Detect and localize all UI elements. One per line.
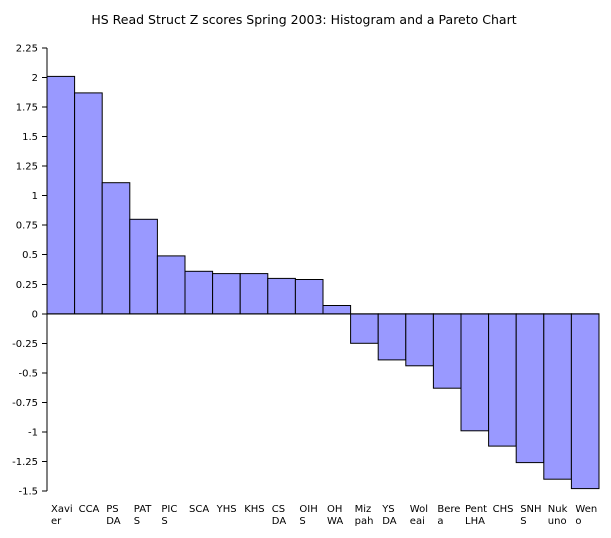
x-category-label: SNH xyxy=(520,504,541,515)
x-category-label: Pent xyxy=(465,504,487,515)
bar-6 xyxy=(212,273,241,315)
x-category-label: DA xyxy=(272,516,287,527)
bar-12 xyxy=(377,313,407,361)
x-category-label: Nuk xyxy=(548,504,568,515)
x-category-label: pah xyxy=(355,516,374,527)
y-tick-label: 1.5 xyxy=(22,132,38,143)
x-category-label: DA xyxy=(382,516,397,527)
x-category-label: Bere xyxy=(437,504,460,515)
bar-2 xyxy=(101,182,131,315)
y-tick-label: -1.25 xyxy=(12,457,38,468)
bar-5 xyxy=(184,270,214,315)
x-category-label: OIH xyxy=(299,504,317,515)
x-category-label: S xyxy=(161,516,167,527)
y-tick-label: 2 xyxy=(32,73,38,84)
x-category-label: CHS xyxy=(493,504,514,515)
bar-19 xyxy=(570,313,600,490)
bars-group xyxy=(46,75,600,490)
bar-14 xyxy=(432,313,462,389)
x-category-label: S xyxy=(134,516,140,527)
y-tick-label: 0.25 xyxy=(16,280,38,291)
x-category-label: LHA xyxy=(465,516,485,527)
x-category-label: CCA xyxy=(79,504,100,515)
bar-18 xyxy=(543,313,572,480)
x-category-label: KHS xyxy=(244,504,264,515)
x-category-label: SCA xyxy=(189,504,209,515)
y-tick-label: 1.25 xyxy=(16,162,38,173)
bar-17 xyxy=(515,313,545,464)
y-tick-label: 2.25 xyxy=(16,44,38,55)
x-category-label: YS xyxy=(381,504,394,515)
bar-15 xyxy=(460,313,490,432)
y-tick-label: -0.75 xyxy=(12,398,38,409)
x-category-label: er xyxy=(51,516,62,527)
y-tick-label: -1 xyxy=(28,427,38,438)
y-tick-label: 1.75 xyxy=(16,103,38,114)
bar-16 xyxy=(488,313,517,447)
bar-11 xyxy=(350,313,379,344)
x-category-label: o xyxy=(575,516,581,527)
x-category-label: DA xyxy=(106,516,121,527)
x-category-label: OH xyxy=(327,504,342,515)
y-tick-label: -0.25 xyxy=(12,339,38,350)
x-category-label: PIC xyxy=(161,504,177,515)
y-axis: 2.25 2 1.75 1.5 1.25 1 0.75 0.5 0.25 0 -0.25 -0.5 -0… xyxy=(12,44,599,498)
bar-1 xyxy=(74,92,103,315)
bar-8 xyxy=(267,277,296,315)
x-category-label: eai xyxy=(410,516,425,527)
bar-7 xyxy=(239,273,269,315)
x-category-label: PS xyxy=(106,504,118,515)
y-tick-label: -1.5 xyxy=(18,487,38,498)
x-category-label: Wen xyxy=(575,504,597,515)
bar-13 xyxy=(405,313,434,367)
x-category-label: Miz xyxy=(355,504,372,515)
x-category-label: uno xyxy=(548,516,567,527)
x-category-label: S xyxy=(520,516,526,527)
bar-0 xyxy=(46,75,76,315)
x-category-label: a xyxy=(437,516,443,527)
x-category-label: WA xyxy=(327,516,343,527)
x-category-label: Xavi xyxy=(51,504,73,515)
y-tick-label: 0.5 xyxy=(22,250,38,261)
chart-title: HS Read Struct Z scores Spring 2003: His… xyxy=(91,12,516,27)
bar-9 xyxy=(294,279,324,315)
x-category-label: YHS xyxy=(216,504,237,515)
y-tick-label: -0.5 xyxy=(18,368,38,379)
y-tick-label: 0.75 xyxy=(16,221,38,232)
bar-3 xyxy=(129,218,158,315)
bar-10 xyxy=(322,305,352,315)
y-tick-label: 0 xyxy=(32,309,38,320)
bar-4 xyxy=(156,255,186,315)
x-category-label: CS xyxy=(272,504,285,515)
x-category-label: S xyxy=(299,516,305,527)
x-category-label: Wol xyxy=(410,504,428,515)
x-category-label: PAT xyxy=(134,504,152,515)
y-tick-label: 1 xyxy=(32,191,38,202)
